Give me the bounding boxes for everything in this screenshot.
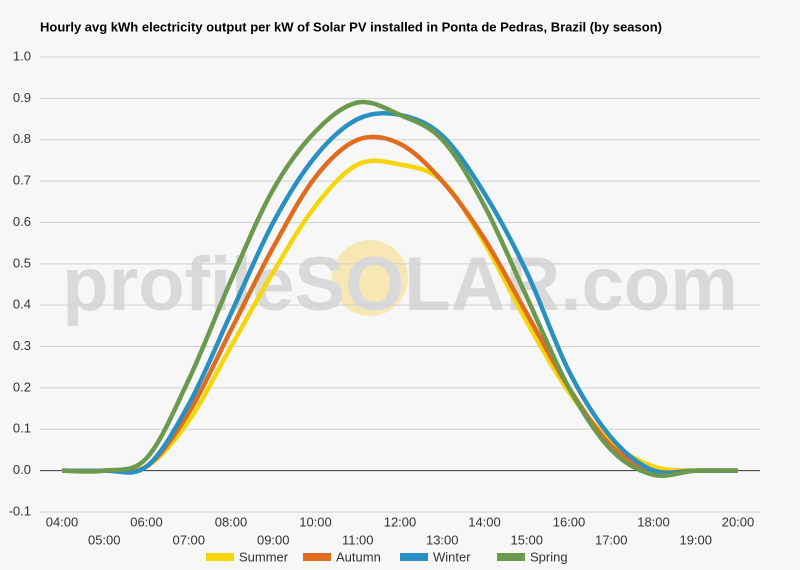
x-tick-label: 18:00 xyxy=(637,514,670,529)
x-tick-label: 04:00 xyxy=(46,514,79,529)
legend-swatch xyxy=(400,553,428,561)
y-tick-label: 0.9 xyxy=(13,90,31,105)
legend-swatch xyxy=(303,553,331,561)
y-tick-label: 0.0 xyxy=(13,462,31,477)
y-tick-label: 0.6 xyxy=(13,214,31,229)
legend-label: Summer xyxy=(239,549,289,564)
y-tick-label: 0.3 xyxy=(13,338,31,353)
x-tick-label: 20:00 xyxy=(722,514,755,529)
legend-label: Winter xyxy=(433,549,471,564)
y-tick-label: 1.0 xyxy=(13,48,31,63)
y-tick-label: 0.4 xyxy=(13,297,31,312)
x-tick-label: 05:00 xyxy=(88,532,121,547)
x-tick-label: 13:00 xyxy=(426,532,459,547)
x-tick-label: 15:00 xyxy=(510,532,543,547)
watermark: profileSOLAR.com xyxy=(62,242,738,327)
y-tick-label: 0.5 xyxy=(13,255,31,270)
x-tick-label: 19:00 xyxy=(679,532,712,547)
x-tick-label: 07:00 xyxy=(172,532,205,547)
y-tick-label: -0.1 xyxy=(9,503,31,518)
y-tick-label: 0.1 xyxy=(13,421,31,436)
legend-label: Spring xyxy=(530,549,568,564)
series-line xyxy=(61,99,739,478)
y-tick-label: 0.7 xyxy=(13,173,31,188)
x-tick-label: 10:00 xyxy=(299,514,332,529)
x-tick-label: 09:00 xyxy=(257,532,290,547)
chart-title: Hourly avg kWh electricity output per kW… xyxy=(40,19,662,34)
x-tick-label: 08:00 xyxy=(215,514,248,529)
x-tick-label: 14:00 xyxy=(468,514,501,529)
series-line xyxy=(61,134,738,475)
legend-label: Autumn xyxy=(336,549,381,564)
x-tick-label: 11:00 xyxy=(342,532,374,547)
legend-swatch xyxy=(497,553,525,561)
x-tick-label: 12:00 xyxy=(384,514,417,529)
watermark-sun xyxy=(332,240,408,316)
y-tick-label: 0.2 xyxy=(13,379,31,394)
legend-swatch xyxy=(206,553,234,561)
x-tick-label: 17:00 xyxy=(595,532,628,547)
x-tick-label: 06:00 xyxy=(130,514,163,529)
y-tick-label: 0.8 xyxy=(13,131,31,146)
x-tick-label: 16:00 xyxy=(553,514,586,529)
